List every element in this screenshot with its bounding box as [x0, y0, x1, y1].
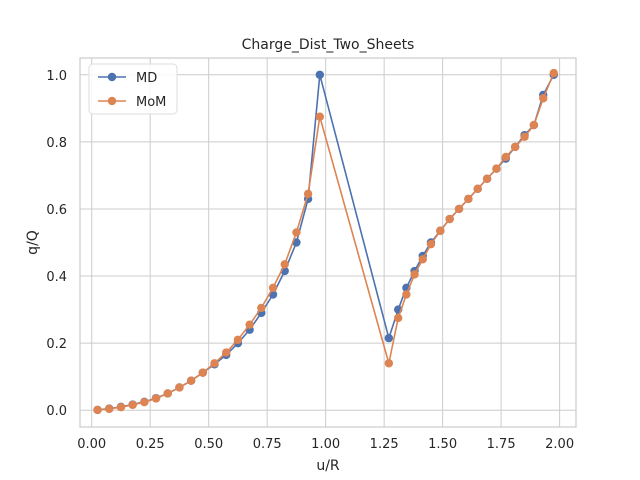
x-tick-label: 1.50 — [428, 437, 457, 452]
data-point-mom — [436, 226, 445, 235]
legend-marker-md — [107, 72, 117, 82]
y-tick-label: 0.2 — [46, 337, 67, 352]
y-axis: 0.0 0.2 0.4 0.6 0.8 1.0 — [46, 69, 67, 419]
data-point-mom — [418, 255, 427, 264]
data-point-mom — [539, 94, 548, 103]
legend: MD MoM — [88, 63, 178, 115]
data-point-mom — [245, 320, 254, 329]
data-point-mom — [426, 239, 436, 249]
data-point-md — [384, 333, 394, 343]
data-point-mom — [198, 368, 208, 377]
data-point-mom — [384, 359, 394, 368]
data-point-mom — [222, 348, 231, 357]
data-point-mom — [473, 184, 482, 194]
data-point-mom — [445, 214, 454, 224]
x-axis: 0.00 0.25 0.50 0.75 1.00 1.25 1.50 1.75 2.00 — [77, 437, 574, 452]
data-point-mom — [175, 383, 184, 392]
data-point-mom — [93, 405, 102, 415]
legend-label-md: MD — [136, 71, 157, 86]
data-point-mom — [128, 400, 137, 410]
plot-area — [80, 58, 576, 427]
data-point-mom — [292, 228, 301, 237]
data-point-mom — [233, 335, 243, 344]
data-point-mom — [510, 142, 520, 152]
data-point-mom — [163, 389, 172, 398]
data-point-mom — [520, 132, 529, 142]
data-point-mom — [140, 397, 149, 407]
x-tick-label: 0.50 — [194, 437, 223, 452]
data-point-mom — [501, 152, 511, 162]
data-point-mom — [549, 68, 558, 78]
x-tick-label: 0.25 — [136, 437, 165, 452]
data-point-mom — [303, 189, 313, 199]
grid — [80, 58, 576, 427]
x-tick-label: 2.00 — [545, 437, 574, 452]
data-point-mom — [464, 194, 473, 204]
y-axis-label: q/Q — [25, 230, 41, 255]
x-tick-label: 1.75 — [487, 437, 516, 452]
data-point-mom — [410, 270, 419, 279]
y-tick-label: 0.6 — [46, 203, 67, 218]
data-point-mom — [492, 164, 501, 173]
data-point-mom — [280, 260, 289, 269]
chart-title: Charge_Dist_Two_Sheets — [242, 37, 415, 53]
legend-label-mom: MoM — [136, 95, 166, 110]
data-point-mom — [151, 394, 161, 403]
data-point-mom — [268, 283, 278, 292]
data-point-mom — [402, 290, 411, 299]
y-tick-label: 0.4 — [46, 270, 67, 285]
x-axis-label: u/R — [316, 458, 340, 474]
x-tick-label: 1.25 — [370, 437, 399, 452]
data-point-mom — [454, 204, 464, 214]
data-point-mom — [116, 403, 126, 412]
plot-frame — [79, 57, 577, 428]
x-tick-label: 0.75 — [253, 437, 282, 452]
series-layer — [93, 68, 558, 415]
legend-marker-mom — [107, 96, 117, 106]
data-point-mom — [482, 174, 492, 183]
data-point-mom — [257, 303, 266, 313]
data-point-mom — [393, 313, 403, 323]
y-tick-label: 1.0 — [46, 69, 67, 84]
data-point-mom — [210, 359, 219, 368]
data-point-md — [315, 70, 325, 79]
x-tick-label: 1.00 — [311, 437, 340, 452]
y-tick-label: 0.0 — [46, 404, 67, 419]
data-point-mom — [186, 376, 196, 385]
series-mom — [93, 68, 558, 415]
x-tick-label: 0.00 — [77, 437, 106, 452]
y-tick-label: 0.8 — [46, 136, 67, 151]
data-point-mom — [105, 404, 114, 414]
data-point-mom — [315, 112, 325, 121]
data-point-mom — [529, 120, 539, 130]
